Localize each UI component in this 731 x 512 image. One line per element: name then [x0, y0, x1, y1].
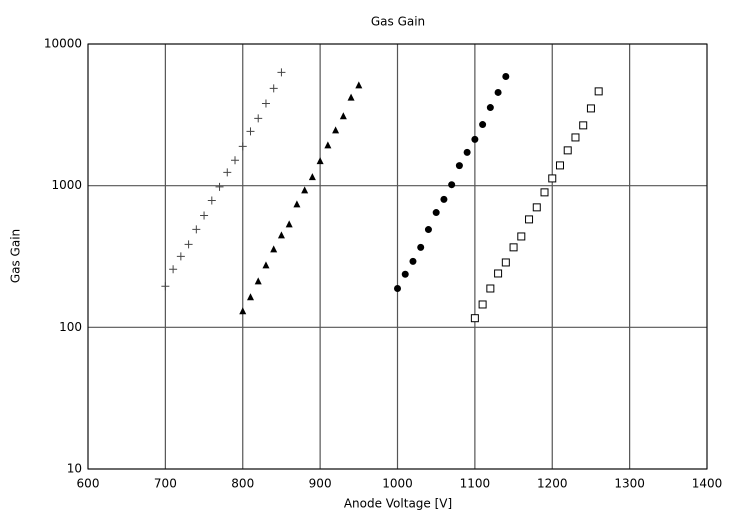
- point: [563, 146, 572, 155]
- point: [478, 300, 487, 309]
- point: [502, 72, 510, 80]
- point: [555, 161, 564, 170]
- point: [401, 270, 409, 278]
- y-tick-label: 1000: [51, 178, 82, 192]
- point: [471, 135, 479, 143]
- x-tick-label: 1200: [537, 477, 568, 491]
- x-tick-label: 600: [77, 477, 100, 491]
- x-tick-label: 800: [231, 477, 254, 491]
- point: [424, 226, 432, 234]
- point: [525, 215, 534, 224]
- point: [571, 133, 580, 142]
- point: [394, 284, 401, 292]
- point: [246, 293, 254, 301]
- x-tick-label: 1000: [382, 477, 413, 491]
- x-tick-label: 900: [309, 477, 332, 491]
- point: [594, 87, 603, 96]
- point: [440, 195, 448, 203]
- point: [324, 141, 332, 149]
- point: [417, 243, 425, 251]
- point: [432, 209, 440, 217]
- chart-title: Gas Gain: [371, 15, 425, 29]
- point: [540, 188, 549, 197]
- point: [470, 314, 479, 323]
- point: [285, 220, 293, 228]
- point: [293, 200, 301, 208]
- point: [448, 181, 456, 189]
- point: [269, 84, 278, 93]
- point: [455, 162, 463, 170]
- point: [517, 232, 526, 241]
- point: [176, 252, 185, 261]
- point: [270, 245, 278, 253]
- point: [586, 104, 595, 113]
- point: [486, 284, 495, 293]
- point: [223, 168, 232, 177]
- point: [169, 265, 178, 274]
- point: [308, 173, 316, 181]
- point: [246, 127, 255, 136]
- point: [277, 231, 285, 239]
- point: [532, 203, 541, 212]
- point: [277, 68, 286, 77]
- point: [261, 99, 270, 108]
- point: [239, 307, 247, 315]
- point: [409, 257, 417, 265]
- y-axis-label: Gas Gain: [9, 229, 23, 283]
- point: [548, 174, 557, 183]
- point: [332, 126, 340, 134]
- point: [316, 157, 324, 165]
- point: [509, 243, 518, 252]
- x-tick-label: 700: [154, 477, 177, 491]
- point: [494, 88, 502, 96]
- point: [339, 112, 347, 120]
- x-tick-label: 1400: [692, 477, 723, 491]
- point: [161, 282, 170, 291]
- point: [207, 196, 216, 205]
- x-tick-label: 1300: [614, 477, 645, 491]
- point: [463, 148, 471, 156]
- point: [355, 81, 363, 89]
- x-tick-label: 1100: [460, 477, 491, 491]
- point: [347, 93, 355, 101]
- point: [231, 156, 240, 165]
- point: [192, 225, 201, 234]
- point: [494, 269, 503, 278]
- y-tick-label: 10: [67, 462, 82, 476]
- point: [200, 211, 209, 220]
- y-tick-label: 10000: [44, 37, 82, 51]
- point: [238, 142, 247, 151]
- x-axis-label: Anode Voltage [V]: [344, 497, 452, 511]
- point: [262, 261, 270, 269]
- point: [479, 121, 487, 129]
- point: [579, 121, 588, 130]
- point: [254, 114, 263, 123]
- point: [215, 182, 224, 191]
- point: [184, 240, 193, 249]
- plot-frame: [87, 43, 708, 470]
- point: [486, 104, 494, 112]
- point: [301, 186, 309, 194]
- point: [254, 277, 262, 285]
- y-tick-label: 100: [59, 320, 82, 334]
- point: [501, 258, 510, 267]
